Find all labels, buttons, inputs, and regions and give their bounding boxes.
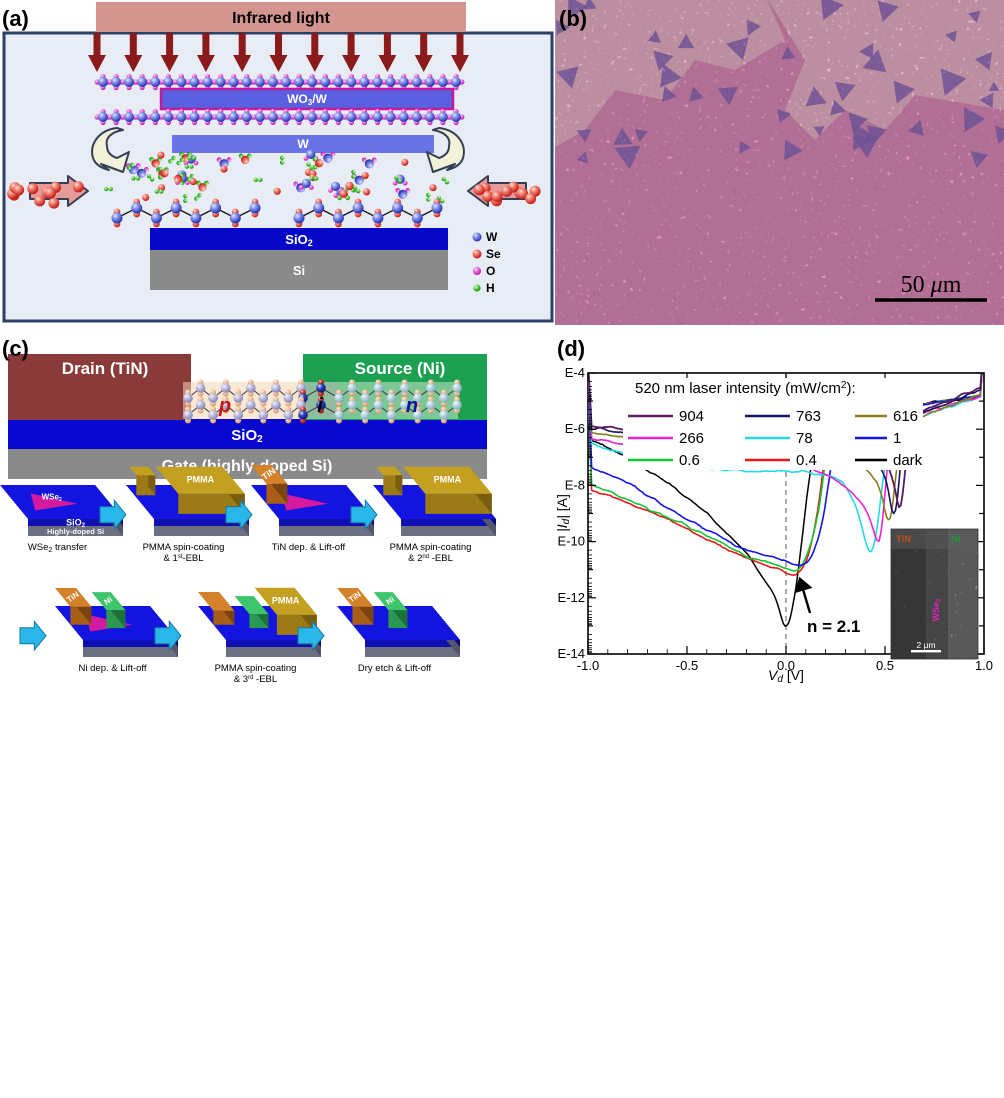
svg-text:WSe2 transfer: WSe2 transfer (28, 542, 87, 554)
svg-text:|Id| [A]: |Id| [A] (554, 494, 572, 532)
svg-text:n = 2.1: n = 2.1 (807, 617, 860, 636)
svg-text:i: i (317, 395, 323, 417)
svg-text:TiN dep. & Lift-off: TiN dep. & Lift-off (272, 542, 346, 553)
svg-text:Highly-doped Si: Highly-doped Si (47, 527, 104, 536)
svg-text:50 μm: 50 μm (901, 272, 962, 298)
svg-text:0.6: 0.6 (679, 452, 700, 469)
svg-text:E-8: E-8 (565, 477, 585, 492)
svg-text:(a): (a) (2, 6, 29, 31)
svg-text:E-4: E-4 (565, 365, 585, 380)
svg-text:E-6: E-6 (565, 421, 585, 436)
svg-text:W: W (297, 137, 309, 151)
svg-text:& 1st-EBL: & 1st-EBL (163, 553, 203, 564)
svg-text:n: n (406, 395, 418, 417)
svg-text:Dry etch & Lift-off: Dry etch & Lift-off (358, 663, 432, 674)
svg-text:PMMA spin-coating: PMMA spin-coating (215, 663, 297, 674)
svg-text:W: W (486, 230, 498, 244)
svg-text:Ni dep. & Lift-off: Ni dep. & Lift-off (79, 663, 147, 674)
svg-text:PMMA: PMMA (434, 475, 462, 485)
svg-text:266: 266 (679, 430, 704, 447)
svg-text:Si: Si (293, 263, 305, 278)
svg-text:O: O (486, 264, 495, 278)
svg-text:PMMA spin-coating: PMMA spin-coating (143, 542, 225, 553)
svg-text:Ni: Ni (951, 534, 961, 545)
svg-text:Se: Se (486, 247, 501, 261)
svg-text:78: 78 (796, 430, 813, 447)
svg-text:763: 763 (796, 408, 821, 425)
svg-text:TiN: TiN (896, 534, 911, 545)
svg-text:WSe2: WSe2 (42, 492, 62, 503)
svg-text:& 3rd -EBL: & 3rd -EBL (234, 674, 277, 685)
svg-text:PMMA: PMMA (272, 596, 300, 606)
svg-text:Infrared light: Infrared light (232, 10, 330, 27)
svg-text:& 2nd -EBL: & 2nd -EBL (408, 553, 453, 564)
svg-text:904: 904 (679, 408, 704, 425)
svg-text:(c): (c) (2, 336, 29, 361)
svg-text:E-10: E-10 (558, 534, 585, 549)
svg-text:616: 616 (893, 408, 918, 425)
svg-text:PMMA: PMMA (187, 475, 215, 485)
svg-text:p: p (218, 395, 231, 417)
svg-text:Source (Ni): Source (Ni) (355, 359, 446, 378)
svg-text:WO3/W: WO3/W (287, 92, 327, 107)
svg-text:(d): (d) (557, 336, 585, 361)
svg-text:2 μm: 2 μm (916, 640, 935, 650)
svg-text:H: H (486, 281, 495, 295)
svg-text:1: 1 (893, 430, 901, 447)
svg-text:dark: dark (893, 452, 923, 469)
svg-text:520 nm laser intensity (mW/cm2: 520 nm laser intensity (mW/cm2): (635, 380, 856, 397)
svg-text:Drain (TiN): Drain (TiN) (62, 359, 149, 378)
svg-text:(b): (b) (559, 6, 587, 31)
svg-text:0.4: 0.4 (796, 452, 817, 469)
svg-text:E-12: E-12 (558, 590, 585, 605)
svg-text:PMMA spin-coating: PMMA spin-coating (390, 542, 472, 553)
